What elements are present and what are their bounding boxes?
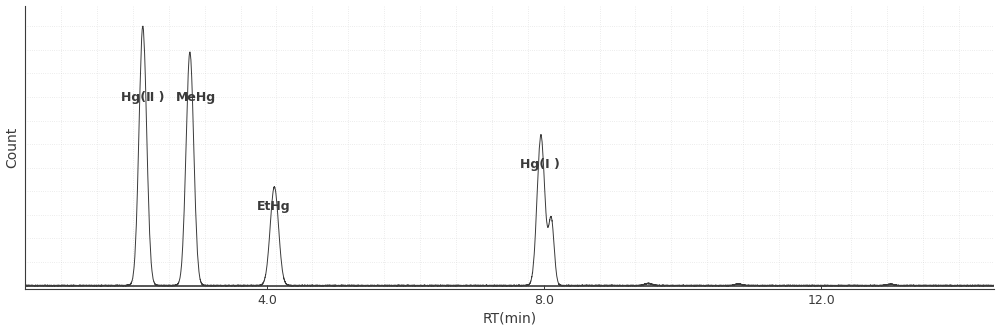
X-axis label: RT(min): RT(min) [483,311,537,325]
Y-axis label: Count: Count [6,127,20,168]
Text: Hg(Ⅰ ): Hg(Ⅰ ) [520,159,560,171]
Text: EtHg: EtHg [257,200,291,213]
Text: Hg(Ⅱ ): Hg(Ⅱ ) [121,91,164,104]
Text: MeHg: MeHg [176,91,216,104]
